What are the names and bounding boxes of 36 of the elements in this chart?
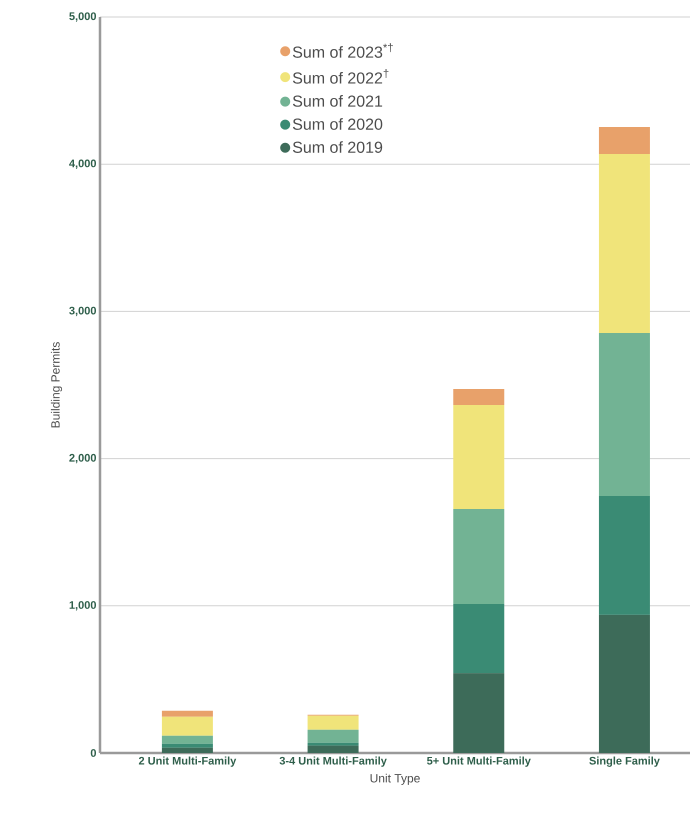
y-tick-label: 1,000 <box>70 601 96 610</box>
bar <box>453 673 504 753</box>
bar <box>308 716 359 730</box>
legend-label: Sum of 2023$^{*†}$ <box>292 43 393 58</box>
bar <box>453 508 504 604</box>
legend-label: Sum of 2022$^{†}$ <box>292 69 388 84</box>
x-tick-label: 2 Unit Multi-Family <box>138 756 236 767</box>
bar <box>453 405 504 509</box>
y-tick-label: 2,000 <box>69 454 96 464</box>
legend-label: Sum of 2021 <box>292 95 382 107</box>
bar <box>308 742 359 746</box>
bar <box>598 496 650 615</box>
bar <box>453 604 504 674</box>
x-tick-label: 5+ Unit Multi-Family <box>427 756 531 767</box>
y-tick-label: 3,000 <box>69 306 96 316</box>
bar <box>162 710 213 717</box>
bar <box>598 614 650 753</box>
y-tick-label: 0 <box>90 749 96 757</box>
bar <box>162 748 213 753</box>
x-axis-title: Unit Type <box>370 774 420 785</box>
bar <box>162 736 213 744</box>
x-tick-label: 3-4 Unit Multi-Family <box>280 756 387 767</box>
legend-label: Sum of 2019 <box>292 141 382 153</box>
bar <box>162 716 213 736</box>
bar <box>598 126 650 154</box>
bar <box>598 333 650 496</box>
bar <box>162 744 213 748</box>
y-tick-label: 4,000 <box>69 160 96 169</box>
bar <box>598 154 650 334</box>
y-axis-title: Building Permits <box>50 342 62 428</box>
y-tick-label: 5,000 <box>69 12 96 22</box>
legend-label: Sum of 2020 <box>292 118 382 130</box>
x-tick-label: Single Family <box>589 756 660 767</box>
bar <box>453 388 504 406</box>
bar <box>308 746 359 753</box>
bar <box>308 730 359 743</box>
